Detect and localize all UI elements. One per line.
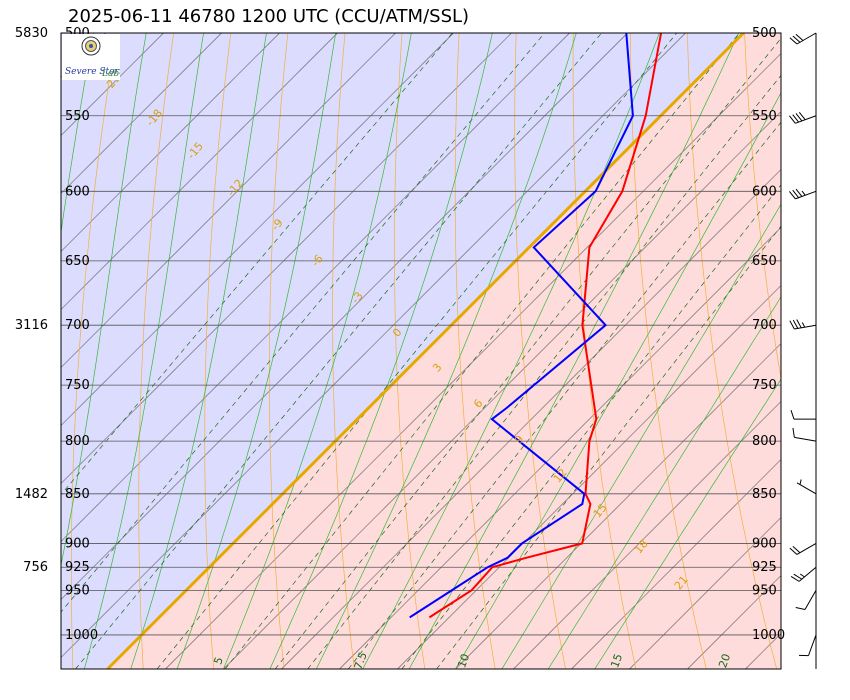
moist-adiabat-line [548,296,781,669]
isotherm-line [513,401,781,669]
mixing-ratio-label: 20 [716,652,733,670]
isotherm-line [61,33,570,542]
mixing-ratio-label: 7.5 [352,650,370,671]
moist-adiabat-line [501,203,781,669]
wind-barb [790,410,816,420]
moist-adiabat-line [594,378,781,669]
temperature-profile-line [428,33,663,619]
isobar-label-right: 1000 [752,628,785,643]
height-label: 3116 [15,318,48,333]
moist-adiabat-line [269,33,493,669]
isobar-label-left: 750 [65,378,90,393]
isotherm-line [61,33,686,658]
chart-title: 2025-06-11 46780 1200 UTC (CCU/ATM/SSL) [68,6,470,27]
isobar-label-right: 650 [752,254,777,269]
logo-suffix: Lab. [101,69,120,79]
dry-adiabat-line [0,33,3,669]
dewpoint-profile-line [409,33,634,619]
moist-adiabat-line [83,33,204,669]
height-label: 5830 [15,26,48,41]
isotherm-line [61,33,280,252]
isobar-label-left: 950 [65,583,90,598]
isotherm-line [61,33,454,426]
height-label: 756 [23,560,48,575]
cold-region [61,33,744,669]
dry-adiabat-line [744,33,781,381]
isotherm-line [61,33,222,194]
isobar-label-left: 800 [65,434,90,449]
isobar-label-right: 700 [752,318,777,333]
isotherm-line [61,33,628,600]
isobar-label-right: 550 [752,109,777,124]
isobar-label-left: 650 [65,254,90,269]
isotherm-line [455,343,781,669]
wind-barb [789,32,817,45]
isotherm-line [571,459,781,669]
mixing-ratio-label: 15 [608,652,625,670]
isobar-label-left: 925 [65,560,90,575]
isobar-label-right: 850 [752,487,777,502]
isobar-label-right: 600 [752,184,777,199]
isobar-label-right: 925 [752,560,777,575]
isobar-label-left: 850 [65,487,90,502]
isobar-label-left: 550 [65,109,90,124]
isotherm-line [804,33,850,669]
moist-adiabat-line [61,33,147,567]
wind-barb [789,188,817,200]
wind-barb [796,479,817,495]
isobar-label-right: 750 [752,378,777,393]
isotherm-line [629,517,781,669]
wind-barb [789,319,817,330]
isotherm-line [339,227,781,669]
isobar-label-right: 950 [752,583,777,598]
wind-barb [789,111,817,124]
moist-adiabat-line [315,33,577,669]
mixing-ratio-label: 5 [211,655,226,666]
mixing-ratio-label: 10 [455,652,472,670]
isobar-label-left: 900 [65,536,90,551]
isobar-label-left: 700 [65,318,90,333]
isobar-label-left: 1000 [65,628,98,643]
plot-frame [60,32,782,670]
wind-barb [792,427,817,442]
moist-adiabat-line [176,33,337,669]
moist-adiabat-line [223,33,412,669]
moist-adiabat-line [61,33,94,235]
isobar-label-right: 900 [752,536,777,551]
isotherm-line [223,111,781,669]
isotherm-line [61,33,338,310]
isotherm-line [61,33,512,484]
isobar-label-right: 800 [752,434,777,449]
height-label: 1482 [15,487,48,502]
wind-barb [789,543,817,555]
logo-text: Severe Storm [65,67,120,77]
lab-logo: Severe Storm Lab. [62,34,127,80]
isobar-label-left: 600 [65,184,90,199]
isotherm-line [61,33,396,368]
isotherm-line [281,169,781,669]
isotherm-line [397,285,781,669]
isotherm-line [165,53,781,669]
wind-barb [790,566,817,582]
moist-adiabat-line [130,33,267,669]
wind-barb [798,634,817,657]
wind-barb [795,590,817,610]
